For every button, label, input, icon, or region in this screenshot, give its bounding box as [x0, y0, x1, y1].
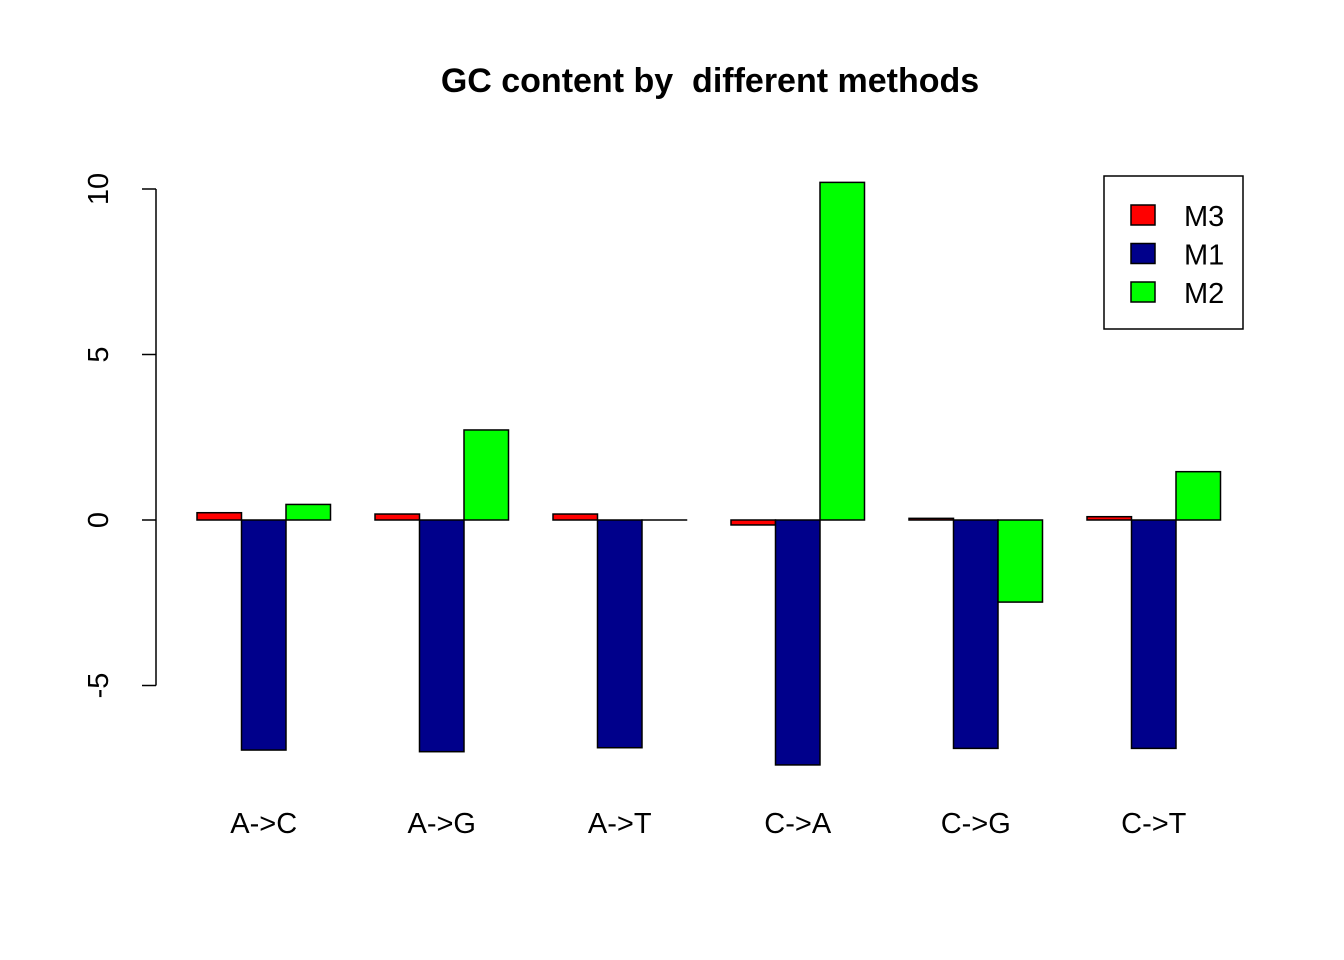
- legend-swatch-m1: [1130, 242, 1156, 265]
- x-tick-labels: A->C A->G A->T C->A C->G C->T: [230, 808, 1186, 840]
- x-tick-label: A->T: [588, 808, 652, 840]
- x-tick-label: C->G: [941, 808, 1011, 840]
- bar-m1-2: [418, 519, 465, 753]
- bar-m2-6: [1175, 470, 1222, 521]
- legend-label-m1: M1: [1184, 240, 1224, 272]
- y-tick-label: 5: [83, 346, 115, 362]
- x-tick-label: A->C: [230, 808, 297, 840]
- bar-m1-4: [774, 519, 821, 766]
- x-tick-label: C->A: [764, 808, 832, 840]
- bar-m3-5: [908, 517, 955, 521]
- legend-label-m2: M2: [1184, 278, 1224, 310]
- bar-m2-1: [285, 503, 332, 521]
- bar-m2-5: [997, 519, 1044, 603]
- bar-m2-2: [463, 429, 510, 521]
- bar-m3-3: [552, 513, 599, 521]
- bar-m1-5: [952, 519, 999, 750]
- legend-swatch-m3: [1130, 204, 1156, 226]
- legend: M3 M1 M2: [1103, 175, 1244, 330]
- bar-m1-1: [240, 519, 287, 751]
- y-tick-label: -5: [83, 673, 115, 699]
- x-tick-label: C->T: [1121, 808, 1187, 840]
- bar-m1-6: [1130, 519, 1177, 750]
- bar-m3-2: [374, 513, 421, 521]
- bar-series-group: [196, 181, 1222, 766]
- y-tick-label: 0: [83, 512, 115, 528]
- bar-m1-3: [596, 519, 643, 749]
- bar-m3-6: [1086, 515, 1133, 521]
- legend-box: [1103, 175, 1244, 330]
- legend-swatch-m2: [1130, 281, 1156, 303]
- y-tick-label: 10: [83, 173, 115, 205]
- legend-label-m3: M3: [1184, 201, 1224, 233]
- chart-title: GC content by different methods: [441, 62, 979, 100]
- x-tick-label: A->G: [408, 808, 477, 840]
- y-axis: -5 0 5 10: [83, 173, 157, 699]
- bar-m3-1: [196, 511, 243, 521]
- bar-m2-4: [819, 181, 866, 521]
- bar-m3-4: [730, 519, 777, 526]
